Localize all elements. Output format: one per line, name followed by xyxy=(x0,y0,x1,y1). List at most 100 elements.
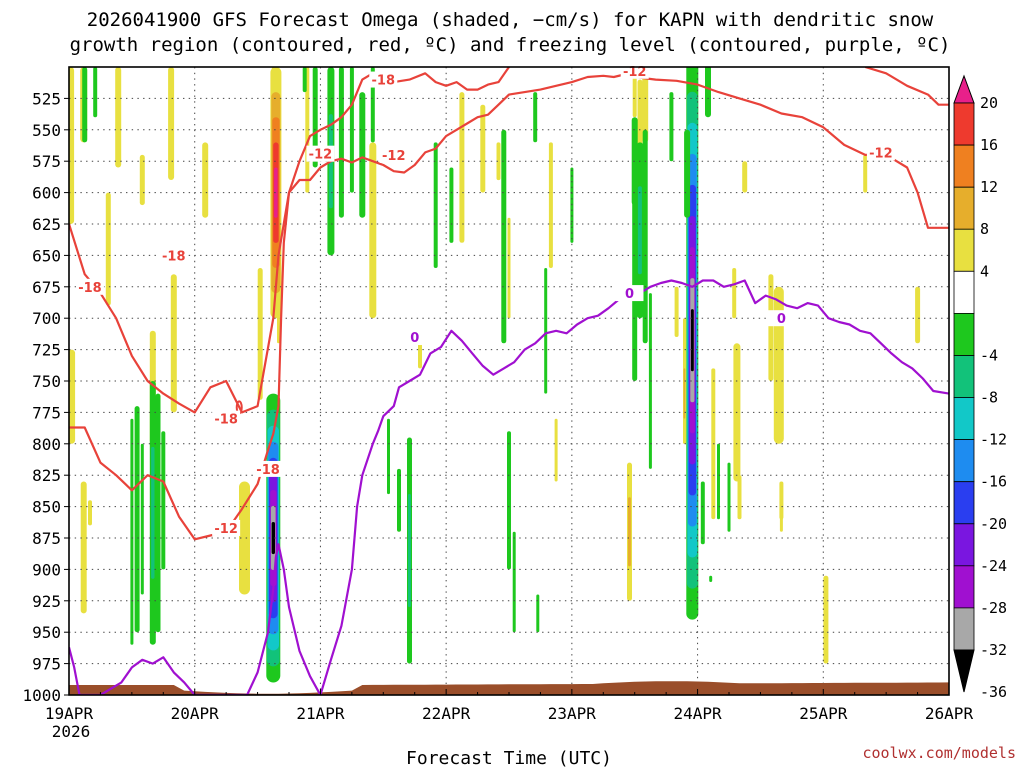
colorbar-segment xyxy=(953,312,975,356)
colorbar: 20 16 12 8 4 -4 -8 -12 -16 -20 -24 -28 -32 -36 xyxy=(953,74,1007,701)
omega-cell xyxy=(637,186,642,275)
omega-cell xyxy=(690,309,694,372)
omega-cell xyxy=(88,500,92,526)
omega-cell xyxy=(271,522,275,555)
omega-cell xyxy=(134,406,140,633)
omega-cell xyxy=(684,129,691,218)
y-tick-label: 950 xyxy=(32,623,61,642)
omega-cell xyxy=(69,349,76,444)
omega-cell xyxy=(709,575,713,582)
y-tick-label: 725 xyxy=(32,341,61,360)
colorbar-segment xyxy=(953,481,975,525)
omega-cell xyxy=(359,92,366,218)
omega-shading xyxy=(69,67,921,683)
contour-label-minus18: -18 xyxy=(372,74,396,89)
freezing-level-contour xyxy=(69,279,949,695)
colorbar-bottom-arrow xyxy=(953,649,975,693)
omega-cell xyxy=(449,167,454,243)
colorbar-segment xyxy=(953,270,975,314)
omega-cell xyxy=(632,67,637,118)
contour-label-minus18-backing xyxy=(159,247,188,264)
omega-cell xyxy=(863,154,868,193)
contour-label-minus12: -12 xyxy=(869,146,893,161)
x-tick-label: 25APR xyxy=(799,704,848,723)
omega-cell xyxy=(397,468,401,532)
omega-cell xyxy=(418,343,422,369)
omega-cell xyxy=(161,431,166,570)
contour-minus18-right xyxy=(864,67,949,106)
contour-labels: -18 -18 -18 -18 -12 -12 -18 -12 -12 -12 0 0 0 xyxy=(75,62,895,537)
omega-cell xyxy=(459,92,465,243)
omega-cell xyxy=(823,575,829,664)
y-tick-label: 675 xyxy=(32,278,61,297)
contour-label-minus12-backing xyxy=(306,145,335,162)
y-tick-label: 625 xyxy=(32,215,61,234)
omega-cell xyxy=(312,67,318,168)
contour-label-minus18: -18 xyxy=(162,249,186,264)
omega-cell xyxy=(115,67,122,168)
y-tick-label: 1000 xyxy=(22,686,61,705)
colorbar-label: 12 xyxy=(980,178,998,196)
colorbar-label: 8 xyxy=(980,220,989,238)
omega-cell xyxy=(338,67,344,218)
omega-cell xyxy=(507,431,511,570)
contour-minus12 xyxy=(69,73,949,541)
contour-label-minus18-backing xyxy=(212,410,241,427)
omega-cell xyxy=(408,494,411,607)
omega-cell xyxy=(139,154,145,206)
colorbar-label: -24 xyxy=(980,557,1007,575)
y-tick-label: 750 xyxy=(32,372,61,391)
x-tick-label: 21APR xyxy=(296,704,345,723)
y-tick-label: 900 xyxy=(32,560,61,579)
omega-cell xyxy=(80,481,87,614)
omega-cell xyxy=(674,286,679,337)
omega-cell xyxy=(501,129,507,344)
omega-cell xyxy=(170,274,177,413)
omega-cell xyxy=(151,446,155,579)
y-tick-label: 775 xyxy=(32,403,61,422)
omega-cell xyxy=(93,67,98,118)
colorbar-label: -8 xyxy=(980,389,998,407)
colorbar-segment xyxy=(953,523,975,567)
contour-label-minus18-backing xyxy=(75,278,104,295)
x-axis-title: Forecast Time (UTC) xyxy=(406,748,612,768)
x-axis: 2026 19APR 20APR 21APR 22APR 23APR 24APR 25APR… xyxy=(45,689,973,741)
contour-label-minus18-backing xyxy=(369,71,398,88)
colorbar-label: -32 xyxy=(980,641,1007,659)
colorbar-segment xyxy=(953,144,975,188)
y-tick-label: 875 xyxy=(32,529,61,548)
colorbar-label: -36 xyxy=(980,683,1007,701)
omega-cell xyxy=(631,117,638,206)
colorbar-segment xyxy=(953,186,975,230)
contour-label-zero-backing xyxy=(400,329,429,346)
omega-cell xyxy=(277,305,280,344)
x-tick-label: 24APR xyxy=(673,704,722,723)
omega-cell xyxy=(742,161,748,193)
omega-cell xyxy=(480,104,486,193)
temperature-contours xyxy=(69,67,949,695)
omega-cell xyxy=(536,594,540,633)
omega-cell xyxy=(700,481,705,545)
terrain-ground xyxy=(69,681,949,695)
contour-label-zero: 0 xyxy=(777,312,786,327)
credit-text: coolwx.com/models xyxy=(862,744,1016,762)
colorbar-segment xyxy=(953,228,975,272)
omega-cell xyxy=(915,286,921,344)
omega-cell xyxy=(683,368,686,419)
omega-cell xyxy=(387,418,390,495)
omega-cell xyxy=(140,443,144,595)
omega-cell xyxy=(727,462,731,532)
omega-cell xyxy=(768,274,774,381)
y-tick-label: 600 xyxy=(32,184,61,203)
contour-label-minus18: -18 xyxy=(256,463,280,478)
contour-label-minus18: -18 xyxy=(214,413,238,428)
omega-cell xyxy=(69,67,75,224)
omega-cell xyxy=(496,142,501,181)
omega-cell xyxy=(257,268,263,400)
y-tick-label: 575 xyxy=(32,152,61,171)
x-year-label: 2026 xyxy=(52,722,91,741)
contour-label-minus12: -12 xyxy=(623,65,647,80)
contour-label-zero: 0 xyxy=(625,287,634,302)
omega-cell xyxy=(717,443,720,520)
